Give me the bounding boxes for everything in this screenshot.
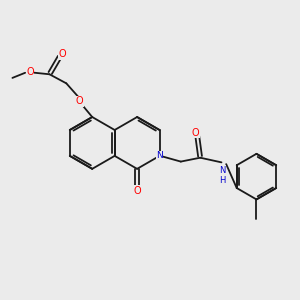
Text: N
H: N H (220, 166, 226, 185)
Text: O: O (76, 97, 83, 106)
Text: O: O (192, 128, 200, 137)
Text: O: O (58, 49, 66, 59)
Text: O: O (133, 186, 141, 196)
Text: N: N (156, 152, 163, 160)
Text: O: O (26, 67, 34, 76)
